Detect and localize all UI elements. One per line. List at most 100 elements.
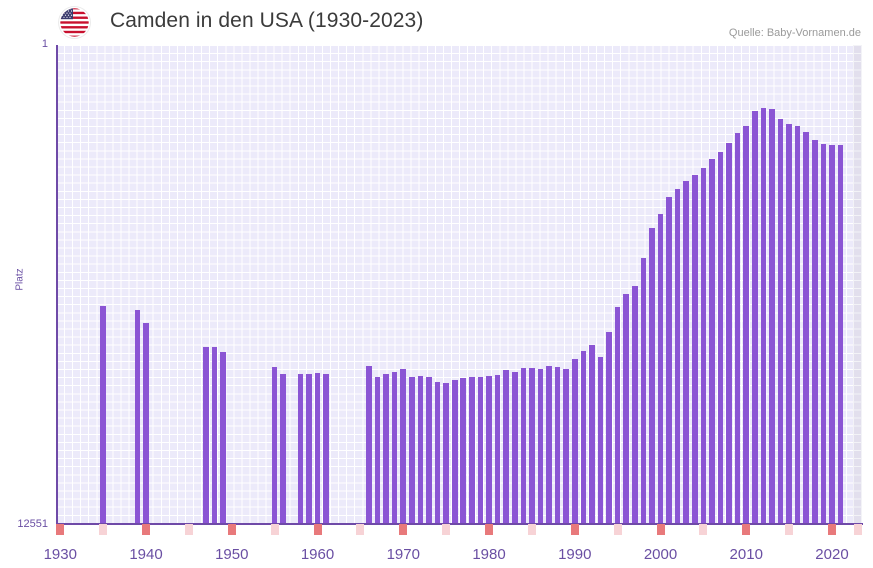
- plot-area: [56, 45, 862, 523]
- bar[interactable]: [812, 140, 818, 523]
- x-axis-tick: [785, 524, 794, 535]
- bar[interactable]: [580, 351, 587, 523]
- bar[interactable]: [589, 345, 595, 523]
- x-axis-label: 2010: [729, 546, 763, 563]
- bar[interactable]: [803, 132, 810, 523]
- bar-series: [56, 45, 862, 523]
- x-axis-tick: [56, 524, 65, 535]
- bar[interactable]: [477, 377, 484, 523]
- x-axis-label: 2020: [815, 546, 849, 563]
- bar[interactable]: [571, 359, 578, 523]
- x-axis-label: 1930: [43, 546, 77, 563]
- x-axis-label: 1980: [472, 546, 506, 563]
- page-title: Camden in den USA (1930-2023): [110, 9, 424, 32]
- bar[interactable]: [606, 332, 612, 523]
- x-axis-line: [56, 523, 863, 525]
- bar[interactable]: [640, 258, 647, 523]
- bar[interactable]: [391, 372, 398, 523]
- bar[interactable]: [306, 374, 312, 523]
- bar[interactable]: [314, 373, 321, 523]
- bar[interactable]: [280, 374, 287, 523]
- bar[interactable]: [383, 374, 389, 523]
- bar[interactable]: [211, 347, 218, 523]
- x-axis-tick: [742, 524, 751, 535]
- bar[interactable]: [443, 383, 449, 523]
- bar[interactable]: [726, 143, 732, 523]
- bar[interactable]: [451, 380, 458, 523]
- bar[interactable]: [426, 377, 432, 523]
- bar[interactable]: [417, 376, 424, 523]
- bar[interactable]: [529, 368, 535, 523]
- bar[interactable]: [666, 197, 672, 523]
- bar[interactable]: [829, 145, 835, 523]
- bar[interactable]: [486, 376, 492, 523]
- bar[interactable]: [494, 375, 501, 523]
- x-axis-labels: 1930 1940 1950 1960 1970 1980 1990 2000 2010 2020: [0, 546, 873, 568]
- bar[interactable]: [657, 214, 664, 523]
- bar[interactable]: [760, 108, 767, 523]
- x-axis-tick: [313, 524, 322, 535]
- bar[interactable]: [786, 124, 792, 523]
- bar[interactable]: [683, 181, 690, 523]
- bar[interactable]: [409, 377, 415, 523]
- bar[interactable]: [400, 369, 407, 523]
- x-axis-tick: [270, 524, 279, 535]
- bar[interactable]: [649, 228, 655, 523]
- bar[interactable]: [769, 109, 775, 523]
- bar[interactable]: [820, 144, 827, 523]
- x-axis-tick: [613, 524, 622, 535]
- y-axis-title: Platz: [14, 268, 26, 291]
- bar[interactable]: [554, 367, 561, 523]
- chart-header: Camden in den USA (1930-2023) Quelle: Ba…: [0, 0, 873, 44]
- bar[interactable]: [460, 378, 467, 523]
- bar[interactable]: [674, 189, 681, 523]
- bar[interactable]: [323, 374, 329, 523]
- bar[interactable]: [709, 159, 715, 523]
- x-axis-tick: [356, 524, 365, 535]
- x-axis-tick: [184, 524, 193, 535]
- y-axis-bottom-label: 12551: [17, 518, 48, 530]
- bar[interactable]: [837, 145, 844, 523]
- x-axis-tick: [699, 524, 708, 535]
- bar[interactable]: [469, 377, 475, 523]
- x-axis-tick: [853, 524, 862, 535]
- x-axis-tick: [99, 524, 108, 535]
- source-attribution: Quelle: Baby-Vornamen.de: [728, 27, 861, 39]
- bar[interactable]: [777, 119, 784, 523]
- bar[interactable]: [614, 307, 621, 523]
- bar[interactable]: [511, 372, 518, 523]
- x-axis-tick: [399, 524, 408, 535]
- bar[interactable]: [752, 111, 758, 523]
- bar[interactable]: [520, 368, 527, 523]
- x-axis-label: 1990: [558, 546, 592, 563]
- bar[interactable]: [366, 366, 372, 523]
- bar[interactable]: [691, 175, 698, 523]
- bar[interactable]: [503, 370, 509, 523]
- bar[interactable]: [100, 306, 106, 523]
- bar[interactable]: [794, 126, 801, 523]
- x-axis-tick: [570, 524, 579, 535]
- bar[interactable]: [203, 347, 209, 523]
- projected-region-shade: [853, 45, 862, 523]
- x-axis-tick: [227, 524, 236, 535]
- bar[interactable]: [743, 126, 750, 523]
- bar[interactable]: [546, 366, 552, 523]
- bar[interactable]: [734, 133, 741, 523]
- bar[interactable]: [563, 369, 569, 523]
- bar[interactable]: [374, 377, 381, 523]
- bar[interactable]: [537, 369, 544, 523]
- bar[interactable]: [700, 168, 707, 523]
- bar[interactable]: [134, 310, 141, 523]
- bar[interactable]: [143, 323, 149, 523]
- x-axis-tick: [485, 524, 493, 535]
- x-axis-ticks: [0, 524, 873, 536]
- bar[interactable]: [434, 382, 441, 523]
- bar[interactable]: [271, 367, 278, 523]
- bar[interactable]: [597, 357, 604, 523]
- bar[interactable]: [623, 294, 629, 523]
- bar[interactable]: [631, 286, 638, 523]
- bar[interactable]: [297, 374, 304, 523]
- x-axis-tick: [527, 524, 536, 535]
- bar[interactable]: [717, 152, 724, 523]
- bar[interactable]: [220, 352, 226, 523]
